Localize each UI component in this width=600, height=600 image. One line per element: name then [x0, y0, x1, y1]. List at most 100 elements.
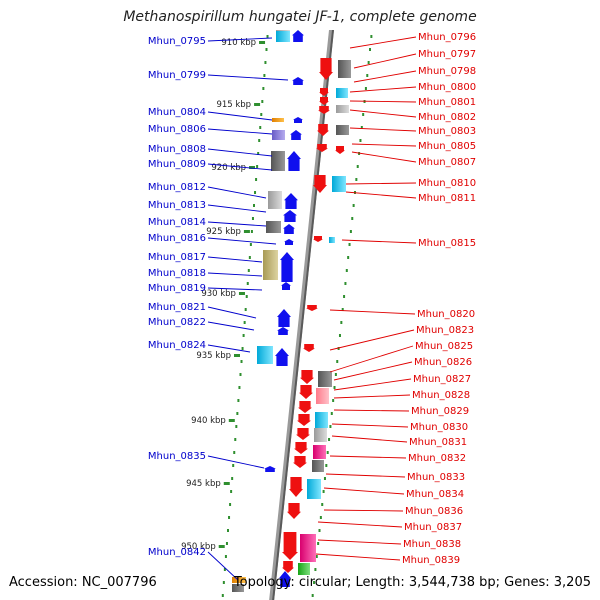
gene-label-left[interactable]: Mhun_0816 [148, 233, 206, 244]
kbp-tick-mark [259, 41, 266, 44]
leader-line-right [333, 361, 413, 381]
gene-label-right[interactable]: Mhun_0811 [418, 193, 476, 204]
gene-label-left[interactable]: Mhun_0806 [148, 124, 206, 135]
track-dot [351, 217, 354, 220]
kbp-tick-label: 915 kbp [216, 100, 251, 110]
track-dot [250, 230, 253, 233]
gene-label-right[interactable]: Mhun_0802 [418, 112, 476, 123]
leader-line-right [349, 109, 417, 118]
gene-label-left[interactable]: Mhun_0818 [148, 268, 206, 279]
gene-label-left[interactable]: Mhun_0819 [148, 283, 206, 294]
gene-box [272, 130, 285, 140]
track-dot [313, 581, 316, 584]
track-dot [239, 373, 242, 376]
gene-label-left[interactable]: Mhun_0814 [148, 217, 206, 228]
gene-label-right[interactable]: Mhun_0797 [418, 49, 476, 60]
gene-label-left[interactable]: Mhun_0804 [148, 107, 206, 118]
gene-label-right[interactable]: Mhun_0839 [402, 555, 460, 566]
gene-label-right[interactable]: Mhun_0838 [403, 539, 461, 550]
gene-label-left[interactable]: Mhun_0822 [148, 317, 206, 328]
track-dot [340, 321, 343, 324]
gene-arrow-reverse [282, 532, 298, 560]
gene-arrow-reverse [313, 236, 323, 242]
gene-box [266, 221, 281, 233]
gene-box [336, 88, 348, 98]
track-dot [253, 204, 255, 207]
gene-label-left[interactable]: Mhun_0813 [148, 200, 206, 211]
gene-label-right[interactable]: Mhun_0800 [418, 82, 476, 93]
gene-arrow-reverse [300, 370, 314, 384]
gene-arrow-forward [283, 224, 295, 234]
gene-label-right[interactable]: Mhun_0828 [412, 390, 470, 401]
track-dot [356, 165, 359, 168]
track-dot [260, 113, 263, 116]
track-dot [329, 425, 332, 428]
leader-line-right [353, 53, 417, 69]
track-dot [234, 438, 237, 441]
gene-label-right[interactable]: Mhun_0801 [418, 97, 476, 108]
leader-line-left [207, 128, 273, 135]
gene-label-right[interactable]: Mhun_0831 [409, 437, 467, 448]
gene-arrow-reverse [289, 477, 303, 497]
gene-label-left[interactable]: Mhun_0795 [148, 36, 206, 47]
gene-arrow-reverse [282, 561, 294, 573]
track-dot [221, 594, 224, 597]
gene-label-right[interactable]: Mhun_0834 [406, 489, 464, 500]
gene-label-left[interactable]: Mhun_0812 [148, 182, 206, 193]
gene-label-left[interactable]: Mhun_0808 [148, 144, 206, 155]
gene-label-right[interactable]: Mhun_0823 [416, 325, 474, 336]
gene-label-right[interactable]: Mhun_0805 [418, 141, 476, 152]
track-dot [257, 152, 260, 155]
gene-label-right[interactable]: Mhun_0837 [404, 522, 462, 533]
track-dot [256, 165, 259, 168]
gene-label-left[interactable]: Mhun_0835 [148, 451, 206, 462]
track-dot [242, 334, 245, 337]
gene-label-right[interactable]: Mhun_0832 [408, 453, 466, 464]
track-dot [236, 412, 239, 415]
gene-label-left[interactable]: Mhun_0817 [148, 252, 206, 263]
track-dot [265, 48, 268, 51]
track-dot [251, 217, 254, 220]
track-dot [319, 516, 322, 519]
gene-label-right[interactable]: Mhun_0798 [418, 66, 476, 77]
track-dot [322, 490, 325, 493]
track-dot [238, 386, 241, 389]
gene-label-right[interactable]: Mhun_0803 [418, 126, 476, 137]
gene-box [268, 191, 282, 209]
gene-label-right[interactable]: Mhun_0826 [414, 357, 472, 368]
gene-box [314, 428, 327, 442]
leader-line-right [333, 409, 410, 412]
track-dot [367, 61, 370, 64]
gene-label-right[interactable]: Mhun_0836 [405, 506, 463, 517]
gene-arrow-forward [280, 252, 294, 282]
gene-label-right[interactable]: Mhun_0827 [413, 374, 471, 385]
track-dot [230, 490, 233, 493]
gene-label-right[interactable]: Mhun_0825 [415, 341, 473, 352]
gene-label-right[interactable]: Mhun_0830 [410, 422, 468, 433]
kbp-tick-label: 940 kbp [191, 416, 226, 426]
gene-label-right[interactable]: Mhun_0807 [418, 157, 476, 168]
gene-label-left[interactable]: Mhun_0799 [148, 70, 206, 81]
label-leaders [207, 36, 417, 581]
gene-label-left[interactable]: Mhun_0824 [148, 340, 206, 351]
leader-line-left [207, 287, 263, 291]
gene-label-right[interactable]: Mhun_0810 [418, 178, 476, 189]
gene-box [271, 151, 285, 171]
track-dot [343, 295, 346, 298]
gene-label-right[interactable]: Mhun_0829 [411, 406, 469, 417]
leader-line-left [207, 148, 273, 157]
gene-label-right[interactable]: Mhun_0796 [418, 32, 476, 43]
leader-line-left [207, 551, 239, 581]
gene-label-right[interactable]: Mhun_0833 [407, 472, 465, 483]
gene-label-right[interactable]: Mhun_0820 [417, 309, 475, 320]
gene-label-left[interactable]: Mhun_0809 [148, 159, 206, 170]
gene-label-right[interactable]: Mhun_0815 [418, 238, 476, 249]
gene-arrow-reverse [293, 456, 307, 468]
gene-label-left[interactable]: Mhun_0842 [148, 547, 206, 558]
leader-line-left [207, 344, 251, 353]
leader-line-left [207, 74, 289, 81]
leader-line-left [207, 321, 255, 331]
gene-label-left[interactable]: Mhun_0821 [148, 302, 206, 313]
kbp-tick-mark [238, 292, 245, 295]
leader-line-left [207, 306, 257, 319]
